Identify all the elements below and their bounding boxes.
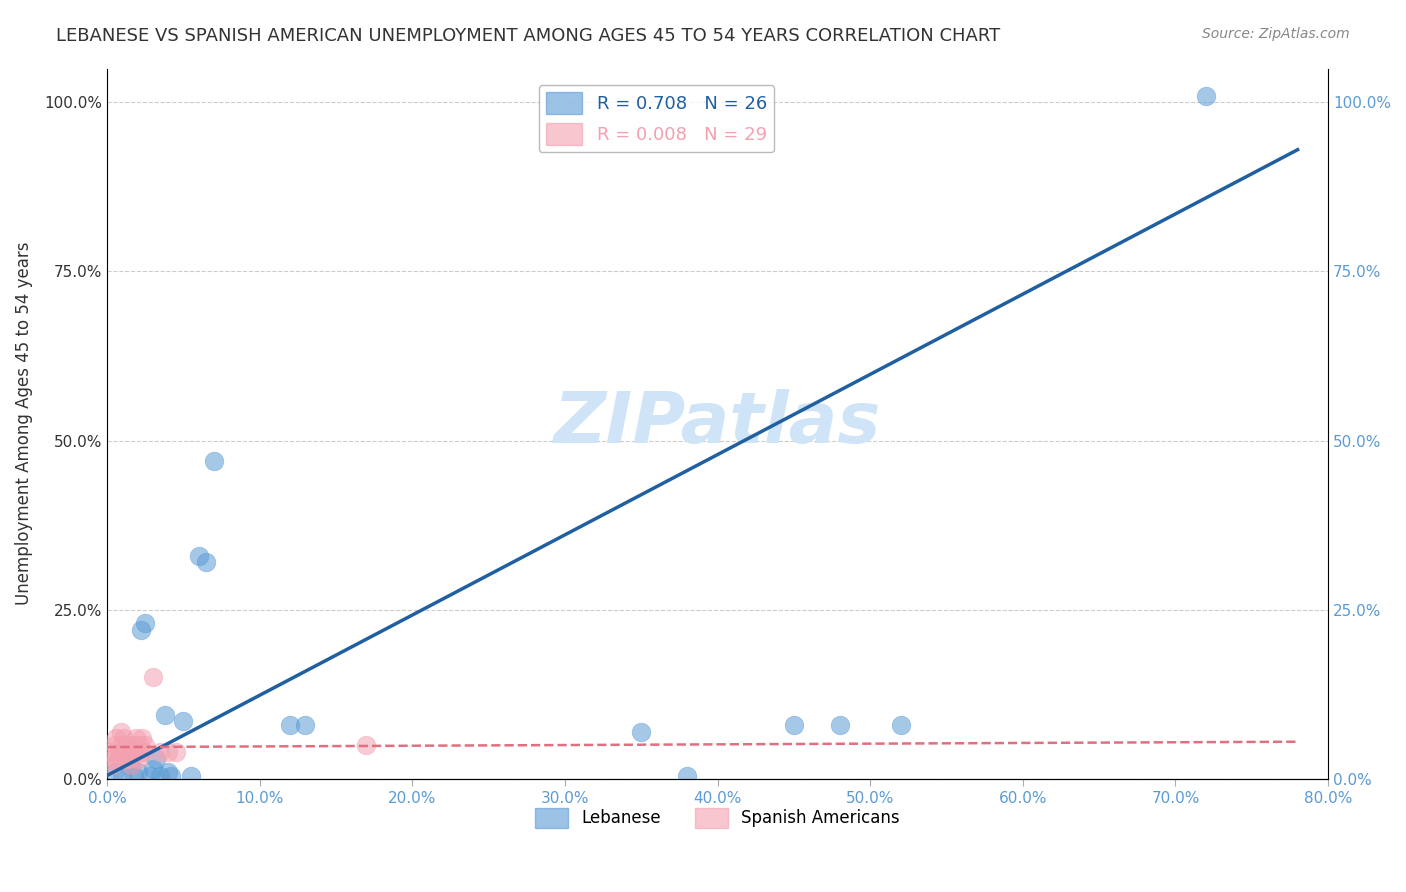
Point: [127, 751, 149, 765]
Point: [165, 745, 187, 759]
Point: [157, 765, 180, 780]
Point: [114, 745, 136, 759]
Point: [202, 454, 225, 468]
Point: [104, 765, 127, 780]
Point: [172, 714, 194, 729]
Point: [1195, 88, 1218, 103]
Y-axis label: Unemployment Among Ages 45 to 54 years: Unemployment Among Ages 45 to 54 years: [15, 242, 32, 606]
Point: [128, 738, 150, 752]
Point: [142, 762, 165, 776]
Point: [98, 745, 121, 759]
Point: [129, 623, 152, 637]
Point: [180, 768, 202, 782]
Point: [138, 768, 160, 782]
Point: [100, 758, 122, 772]
Point: [118, 745, 141, 759]
Point: [153, 707, 176, 722]
Point: [115, 738, 138, 752]
Point: [105, 731, 128, 746]
Legend: Lebanese, Spanish Americans: Lebanese, Spanish Americans: [529, 801, 907, 835]
Point: [828, 718, 851, 732]
Point: [120, 758, 142, 772]
Point: [127, 765, 149, 780]
Point: [157, 745, 180, 759]
Point: [129, 745, 152, 759]
Point: [108, 745, 131, 759]
Point: [118, 758, 141, 772]
Point: [676, 768, 699, 782]
Point: [356, 738, 378, 752]
Point: [134, 738, 156, 752]
Point: [111, 768, 134, 782]
Point: [131, 731, 153, 746]
Point: [107, 751, 129, 765]
Point: [134, 616, 156, 631]
Point: [187, 549, 209, 563]
Point: [117, 751, 139, 765]
Point: [104, 738, 127, 752]
Point: [145, 751, 167, 765]
Point: [149, 745, 172, 759]
Point: [124, 768, 146, 782]
Point: [890, 718, 912, 732]
Point: [142, 670, 165, 684]
Point: [110, 724, 132, 739]
Text: ZIPatlas: ZIPatlas: [554, 389, 882, 458]
Point: [132, 745, 155, 759]
Text: LEBANESE VS SPANISH AMERICAN UNEMPLOYMENT AMONG AGES 45 TO 54 YEARS CORRELATION : LEBANESE VS SPANISH AMERICAN UNEMPLOYMEN…: [56, 27, 1001, 45]
Point: [195, 556, 218, 570]
Point: [630, 724, 652, 739]
Point: [783, 718, 806, 732]
Point: [112, 731, 135, 746]
Point: [124, 745, 146, 759]
Point: [111, 738, 134, 752]
Point: [149, 768, 172, 782]
Text: Source: ZipAtlas.com: Source: ZipAtlas.com: [1202, 27, 1350, 41]
Point: [125, 731, 148, 746]
Point: [101, 751, 124, 765]
Point: [294, 718, 316, 732]
Point: [122, 738, 145, 752]
Point: [160, 768, 183, 782]
Point: [278, 718, 301, 732]
